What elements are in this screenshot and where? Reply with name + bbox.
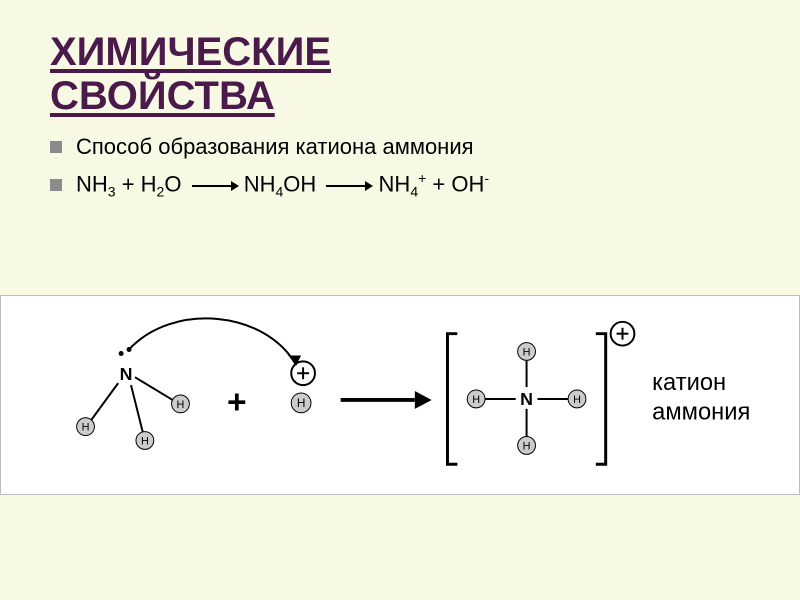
bond [91,383,118,420]
hydrogen-label: H [472,394,480,406]
lone-pair-dot [119,351,124,356]
eq-sub: 4 [410,184,418,200]
square-bullet-icon [50,179,62,191]
eq-token: + H [116,171,157,196]
title-line2: СВОЙСТВА [50,74,275,118]
arrowhead-icon [415,391,432,409]
eq-token: NH [244,171,276,196]
lone-pair-dot [127,347,132,352]
plus-symbol: + [227,384,247,421]
curved-arrow [128,318,296,365]
proton: H [291,361,315,412]
bond [131,385,143,432]
hydrogen-label: H [82,422,90,434]
eq-sub: 3 [108,184,116,200]
eq-token: + OH [426,171,484,196]
eq-sup: - [484,170,489,186]
hydrogen-label: H [177,399,185,411]
hydrogen-label: H [523,346,531,358]
nitrogen-atom: N [120,364,133,384]
ammonia-molecule: N H H H [77,318,301,449]
bullet-subtitle: Способ образования катиона аммония [50,134,760,160]
bracket-left-icon [447,334,457,465]
eq-token: O [164,171,181,196]
bracket-right-icon [596,334,606,465]
square-bullet-icon [50,141,62,153]
nitrogen-atom: N [520,389,533,409]
arrow-icon [326,185,368,187]
equation-text: NH3 + H2O NH4OH NH4+ + OH- [76,170,489,200]
arrow-icon [192,185,234,187]
eq-token: OH [283,171,316,196]
hydrogen-label: H [573,394,581,406]
title-line1: ХИМИЧЕСКИЕ [50,30,331,74]
cation-label-2: аммония [652,400,750,426]
ammonium-cation: N H H H H [447,322,634,464]
subtitle-text: Способ образования катиона аммония [76,134,474,160]
hydrogen-label: H [141,435,149,447]
reaction-arrow [341,391,432,409]
diagram-svg: N H H H + H [21,306,779,484]
eq-token: NH [76,171,108,196]
slide-title: ХИМИЧЕСКИЕ СВОЙСТВА [50,30,760,118]
reaction-diagram: N H H H + H [0,295,800,495]
hydrogen-label: H [523,440,531,452]
bond [135,377,173,400]
eq-token: NH [379,171,411,196]
cation-label-1: катион [652,370,726,396]
bullet-equation: NH3 + H2O NH4OH NH4+ + OH- [50,170,760,200]
hydrogen-label: H [297,396,306,410]
